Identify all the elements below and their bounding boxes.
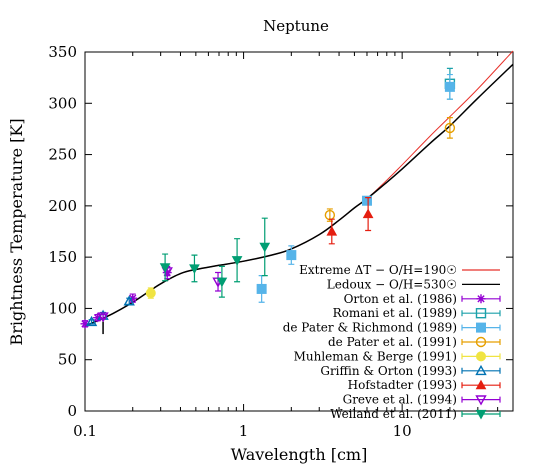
data-point [231,256,243,266]
legend-marker [476,294,486,304]
x-tick-label: 10 [393,422,412,440]
legend-sample [461,310,501,317]
data-point [123,295,135,306]
model-curve [84,63,514,327]
legend-label: Extreme ΔT − O/H=190☉ [299,263,457,277]
legend-label: Romani et al. (1989) [333,306,457,320]
x-tick-label: 0.1 [73,422,97,440]
data-point [256,283,267,294]
data-point [97,312,109,323]
x-axis-title: Wavelength [cm] [231,445,368,464]
y-tick-label: 300 [48,94,77,112]
data-points [80,67,456,335]
legend-marker [475,379,487,390]
legend-marker [475,395,487,406]
legend-label: Greve et al. (1994) [343,393,457,407]
plot-frame [84,51,514,412]
legend-sample [461,367,501,374]
chart-title: Neptune [263,17,329,35]
legend-marker [475,336,487,348]
data-point [159,263,171,273]
data-point [444,122,456,134]
series-group [256,73,455,303]
data-point [93,313,103,323]
data-point [80,319,90,329]
data-point [361,195,372,206]
plot-area [84,51,514,412]
y-tick-label: 350 [48,43,77,61]
legend-label: Orton et al. (1986) [344,292,457,306]
y-tick-label: 100 [48,299,77,317]
data-point [128,293,138,303]
error-bar [215,271,222,292]
legend-sample [461,339,501,345]
series-group [324,117,456,222]
x-tick-label: 1 [239,422,249,440]
series-group [80,265,172,329]
legend-label: Weiland et al. (2011) [330,407,457,421]
data-point [216,277,228,288]
y-tick-label: 0 [67,402,77,420]
data-point [286,250,297,261]
legend-label: Hofstadter (1993) [348,378,457,392]
y-axis: 0 50 100 150 200 250 300 350 [48,43,513,420]
y-axis-title: Brightness Temperature [K] [7,118,26,345]
data-point [444,81,455,92]
data-point [326,225,338,236]
legend-marker [476,322,486,333]
y-tick-label: 150 [48,248,77,266]
legend-label: de Pater & Richmond (1989) [283,321,457,335]
legend-label: Ledoux − O/H=530☉ [327,277,457,291]
legend-marker [476,351,486,362]
model-curves [84,50,514,327]
data-point [259,242,271,253]
legend: Extreme ΔT − O/H=190☉Ledoux − O/H=530☉Or… [283,263,501,421]
error-bar [446,117,453,139]
legend-label: Griffin & Orton (1993) [320,364,457,378]
data-point [85,315,98,327]
legend-marker [475,364,487,376]
series-group [97,266,224,323]
series-group [159,217,271,298]
legend-label: Muhleman & Berge (1991) [294,349,457,363]
y-tick-label: 50 [58,351,77,369]
data-point [145,288,156,299]
series-group [326,197,374,245]
legend-marker [475,409,487,420]
data-point [362,208,374,219]
data-point [189,264,200,274]
y-tick-label: 250 [48,146,77,164]
series-group [85,295,135,327]
legend-sample [461,396,501,403]
x-axis: 0.1 1 10 [73,52,514,440]
series-group [145,287,156,299]
legend-label: de Pater et al. (1991) [328,335,457,349]
legend-marker [475,308,487,319]
y-tick-label: 200 [48,197,77,215]
